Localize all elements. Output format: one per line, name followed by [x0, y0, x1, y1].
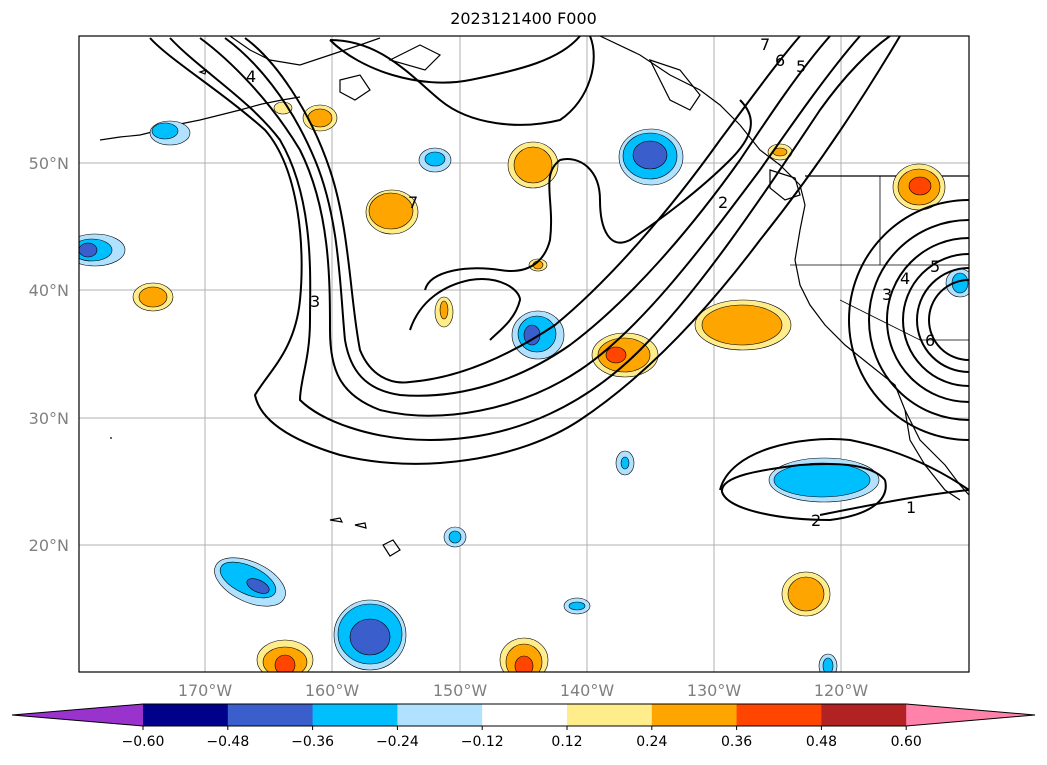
colorbar-segment: [227, 704, 314, 726]
lon-label: 130°W: [687, 681, 742, 700]
map-title: 2023121400 F000: [450, 9, 597, 28]
colorbar-segment: [482, 704, 568, 726]
contour-label: 7: [760, 35, 770, 54]
latitude-labels: 50°N 40°N 30°N 20°N: [29, 154, 69, 555]
lon-label: 170°W: [178, 681, 233, 700]
map-plot-area: 1 2 2 3 3 4 4 5 5 6 6 7 7: [79, 35, 969, 672]
longitude-labels: 170°W 160°W 150°W 140°W 130°W 120°W: [178, 681, 869, 700]
colorbar-tick-label: −0.36: [291, 734, 334, 750]
colorbar-segment: [312, 704, 398, 726]
colorbar-tick-label: 0.60: [891, 734, 922, 750]
lon-label: 120°W: [814, 681, 869, 700]
lat-label: 40°N: [29, 281, 69, 300]
contour-label: 2: [811, 511, 821, 530]
lat-label: 20°N: [29, 536, 69, 555]
colorbar-segment: [143, 704, 229, 726]
negative-anomalies: [79, 120, 969, 672]
colorbar-tick-label: −0.60: [122, 734, 165, 750]
contour-label: 5: [796, 57, 806, 76]
contour-label: 4: [900, 269, 910, 288]
colorbar-tick-label: −0.12: [461, 734, 504, 750]
lat-label: 50°N: [29, 154, 69, 173]
colorbar-segment: [567, 704, 653, 726]
colorbar-segment: [397, 704, 483, 726]
colorbar-tick-label: −0.48: [206, 734, 249, 750]
lon-label: 140°W: [560, 681, 615, 700]
colorbar-segment: [736, 704, 822, 726]
lon-label: 160°W: [305, 681, 360, 700]
contour-label: 4: [246, 67, 256, 86]
colorbar-extend-low: [12, 704, 143, 726]
positive-anomalies: [132, 101, 946, 672]
colorbar-tick-label: 0.36: [721, 734, 752, 750]
contour-label: 2: [718, 193, 728, 212]
colorbar-tick-label: 0.48: [806, 734, 837, 750]
contour-label: 3: [882, 285, 892, 304]
colorbar-segment: [651, 704, 738, 726]
lon-label: 150°W: [433, 681, 488, 700]
contour-label: 6: [925, 331, 935, 350]
contour-label: 7: [408, 193, 418, 212]
colorbar-segment: [821, 704, 907, 726]
contour-label: 5: [930, 257, 940, 276]
contour-lines: [149, 36, 969, 522]
map-frame: [78, 35, 970, 673]
contour-labels: 1 2 2 3 3 4 4 5 5 6 6 7 7: [246, 35, 940, 530]
lat-label: 30°N: [29, 409, 69, 428]
colorbar-extend-high: [906, 704, 1035, 726]
colorbar: −0.60 −0.48 −0.36 −0.24 −0.12 0.12 0.24 0.36 0.4…: [11, 703, 1036, 750]
colorbar-tick-label: 0.12: [551, 734, 582, 750]
contour-label: 6: [775, 51, 785, 70]
contour-label: 1: [906, 498, 916, 517]
colorbar-tick-label: −0.24: [376, 734, 419, 750]
colorbar-tick-label: 0.24: [636, 734, 667, 750]
contour-label: 3: [310, 292, 320, 311]
